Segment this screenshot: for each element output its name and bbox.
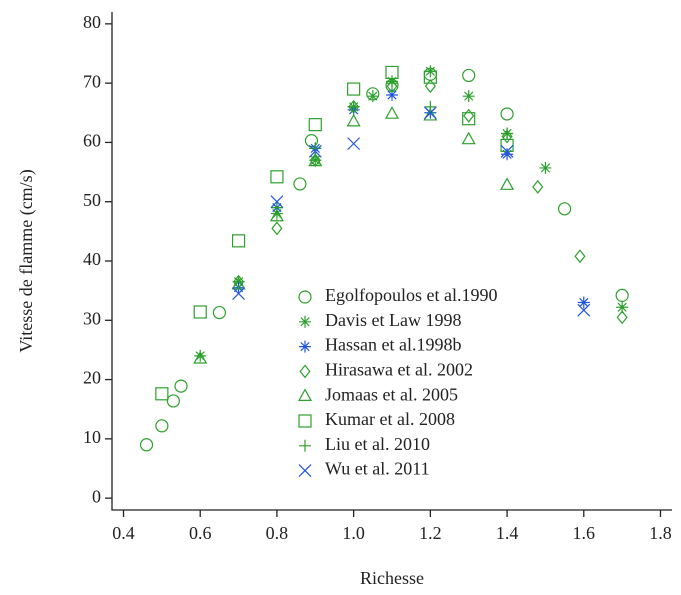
- legend-marker: [298, 290, 312, 304]
- y-tick-label: 10: [83, 427, 101, 447]
- point: [269, 208, 284, 222]
- legend-label: Liu et al. 2010: [325, 434, 430, 454]
- point: [308, 153, 323, 167]
- point: [616, 310, 628, 325]
- point: [309, 154, 322, 167]
- y-tick-label: 30: [83, 308, 101, 328]
- point: [577, 296, 590, 309]
- point: [270, 195, 284, 209]
- legend-marker: [299, 439, 311, 452]
- point: [193, 305, 207, 319]
- legend-label: Davis et Law 1998: [325, 310, 461, 330]
- point: [231, 276, 246, 290]
- axes: [111, 12, 672, 511]
- legend-marker: [299, 315, 311, 328]
- legend-label: Jomaas et al. 2005: [325, 384, 458, 404]
- point: [155, 387, 169, 401]
- point: [539, 161, 552, 174]
- point: [423, 106, 437, 120]
- point: [347, 82, 361, 96]
- y-tick-label: 20: [83, 368, 101, 388]
- point: [166, 394, 180, 408]
- point: [174, 379, 188, 393]
- point: [463, 108, 475, 123]
- legend-marker: [297, 388, 313, 401]
- y-tick-label: 80: [83, 12, 101, 32]
- point: [155, 419, 169, 433]
- point: [423, 107, 438, 121]
- point: [501, 148, 514, 161]
- point: [423, 70, 437, 84]
- point: [232, 287, 245, 301]
- point: [270, 201, 283, 214]
- legend-label: Egolfopoulos et al.1990: [325, 285, 497, 305]
- point: [231, 234, 246, 248]
- y-tick-label: 40: [83, 249, 101, 269]
- point: [615, 288, 629, 302]
- x-axis-label: Richesse: [360, 568, 424, 588]
- point: [500, 107, 514, 121]
- legend-label: Wu et al. 2011: [325, 459, 430, 479]
- point: [462, 112, 476, 126]
- point: [386, 79, 398, 94]
- x-tick-label: 1.8: [649, 523, 672, 543]
- x-tick-label: 1.2: [419, 523, 442, 543]
- point: [386, 77, 398, 90]
- point: [558, 202, 572, 216]
- x-tick-label: 1.4: [496, 523, 519, 543]
- point: [500, 144, 514, 158]
- point: [424, 100, 437, 113]
- point: [309, 142, 322, 155]
- legend-marker: [298, 414, 312, 428]
- point: [366, 90, 379, 103]
- point: [616, 301, 629, 314]
- legend-marker: [299, 364, 311, 379]
- point: [308, 144, 322, 158]
- point: [577, 303, 591, 317]
- y-tick-label: 50: [83, 190, 101, 210]
- legend-marker: [298, 464, 312, 478]
- x-tick-label: 0.6: [189, 523, 212, 543]
- point: [139, 438, 154, 452]
- point: [461, 131, 476, 145]
- point: [346, 113, 361, 127]
- x-tick-label: 0.4: [112, 523, 135, 543]
- point: [386, 89, 398, 101]
- x-tick-label: 1.0: [342, 523, 365, 543]
- point: [193, 350, 208, 364]
- y-tick-label: 0: [92, 486, 101, 506]
- point: [293, 177, 307, 191]
- x-tick-label: 0.8: [266, 523, 289, 543]
- point: [501, 129, 513, 144]
- legend-label: Hirasawa et al. 2002: [325, 360, 473, 380]
- point: [574, 249, 586, 264]
- y-axis-label: Vitesse de flamme (cm/s): [16, 169, 37, 352]
- point: [462, 68, 476, 83]
- point: [309, 153, 321, 168]
- legend-marker: [299, 340, 311, 353]
- x-tick-label: 1.6: [573, 523, 596, 543]
- y-tick-label: 60: [83, 131, 101, 151]
- point: [233, 274, 245, 289]
- point: [347, 137, 361, 151]
- point: [500, 177, 515, 190]
- point: [501, 127, 514, 140]
- point: [347, 100, 360, 113]
- point: [462, 90, 475, 103]
- legend-label: Kumar et al. 2008: [325, 409, 455, 429]
- point: [212, 305, 226, 320]
- y-tick-label: 70: [83, 71, 101, 91]
- point: [532, 179, 544, 194]
- point: [271, 221, 283, 236]
- point: [194, 349, 207, 362]
- point: [384, 106, 400, 119]
- point: [308, 118, 322, 132]
- point: [270, 170, 284, 184]
- legend-label: Hassan et al.1998b: [325, 335, 461, 355]
- point: [424, 79, 436, 94]
